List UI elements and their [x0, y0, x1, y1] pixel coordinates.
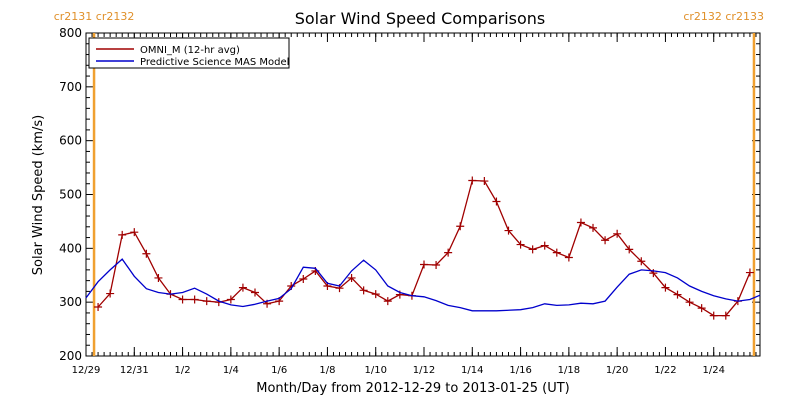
series-point: [516, 240, 525, 249]
chart-title: Solar Wind Speed Comparisons: [295, 9, 546, 28]
series-point: [468, 176, 477, 185]
x-tick-label: 1/10: [364, 365, 386, 376]
x-tick-label: 1/22: [654, 365, 676, 376]
legend-entry: OMNI_M (12-hr avg): [140, 45, 240, 56]
carrington-marker-label: cr2132 cr2133: [683, 10, 764, 23]
series-point: [371, 290, 380, 299]
series-point: [142, 249, 151, 258]
series-point: [238, 283, 247, 292]
series-point: [444, 248, 453, 257]
series-point: [528, 245, 537, 254]
y-tick-label: 700: [59, 80, 82, 94]
series-point: [492, 197, 501, 206]
carrington-label-part: cr2133: [722, 10, 764, 23]
y-axis-label: Solar Wind Speed (km/s): [31, 115, 46, 275]
x-tick-label: 1/20: [606, 365, 628, 376]
series-layer: [85, 176, 761, 320]
series-point: [589, 223, 598, 232]
x-tick-label: 1/16: [509, 365, 531, 376]
series-point: [106, 289, 115, 298]
series-point: [359, 286, 368, 295]
x-tick-label: 1/2: [175, 365, 191, 376]
x-tick-label: 1/12: [413, 365, 435, 376]
series-point: [697, 304, 706, 313]
series-point: [613, 229, 622, 238]
x-tick-label: 1/8: [319, 365, 335, 376]
series-point: [154, 273, 163, 282]
x-tick-label: 1/6: [271, 365, 287, 376]
series-point: [552, 248, 561, 257]
series-point: [456, 222, 465, 231]
x-tick-label: 12/31: [120, 365, 149, 376]
series-point: [251, 288, 260, 297]
carrington-label-part: cr2131: [54, 10, 93, 23]
legend-box: [88, 37, 290, 69]
series-point: [685, 298, 694, 307]
y-tick-label: 400: [59, 241, 82, 255]
y-tick-label: 800: [59, 26, 82, 40]
series-line-1: [85, 258, 761, 312]
series-point: [709, 311, 718, 320]
x-axis-label: Month/Day from 2012-12-29 to 2013-01-25 …: [256, 381, 569, 396]
series-point: [226, 295, 235, 304]
series-point: [420, 260, 429, 269]
series-point: [190, 295, 199, 304]
carrington-label-part: cr2132: [92, 10, 134, 23]
series-point: [480, 177, 489, 186]
legend: OMNI_M (12-hr avg)Predictive Science MAS…: [88, 37, 290, 69]
series-point: [504, 226, 513, 235]
series-point: [576, 218, 585, 227]
series-point: [661, 283, 670, 292]
x-tick-label: 12/29: [72, 365, 101, 376]
legend-entry: Predictive Science MAS Model: [140, 57, 289, 68]
series-point: [432, 261, 441, 270]
carrington-label-part: cr2132: [683, 10, 722, 23]
series-point: [721, 311, 730, 320]
series-point: [178, 295, 187, 304]
series-point: [299, 275, 308, 284]
x-tick-label: 1/24: [702, 365, 724, 376]
carrington-rotation-markers: cr2131 cr2132 cr2132 cr2133: [54, 10, 764, 356]
carrington-marker-label: cr2131 cr2132: [54, 10, 135, 23]
y-tick-label: 200: [59, 349, 82, 363]
y-tick-label: 300: [59, 295, 82, 309]
series-point: [94, 303, 103, 312]
series-point: [625, 245, 634, 254]
series-point: [383, 297, 392, 306]
series-point: [202, 297, 211, 306]
series-point: [540, 241, 549, 250]
y-tick-label: 500: [59, 188, 82, 202]
series-point: [130, 228, 139, 237]
series-line-0: [97, 179, 751, 317]
x-tick-label: 1/4: [223, 365, 239, 376]
series-point: [637, 257, 646, 266]
series-point: [347, 273, 356, 282]
series-point: [673, 290, 682, 299]
y-tick-label: 600: [59, 134, 82, 148]
series-point: [564, 253, 573, 262]
x-tick-label: 1/18: [558, 365, 580, 376]
x-tick-label: 1/14: [461, 365, 483, 376]
series-point: [118, 230, 127, 239]
plot-frame: [85, 32, 761, 357]
series-point: [745, 268, 754, 277]
series-point: [601, 236, 610, 245]
axis-ticks: 200 300 400 500 600 700 800 12/29 12/31 1/2 1/4 1/6…: [59, 26, 760, 376]
